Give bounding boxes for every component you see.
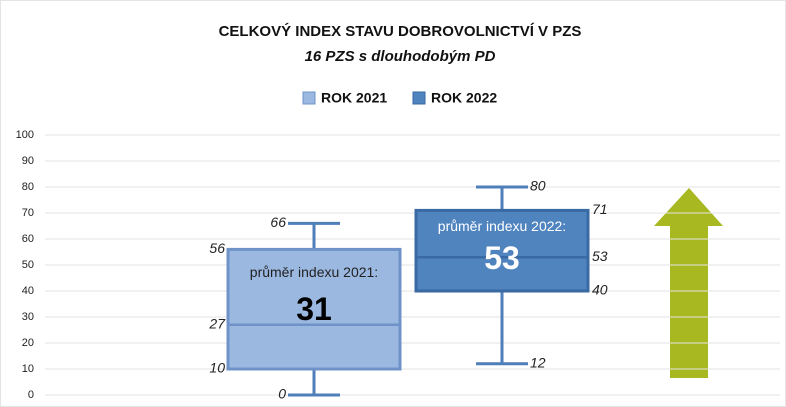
y-tick-label: 70 — [22, 207, 34, 219]
value-label: 12 — [530, 355, 546, 371]
box — [414, 208, 590, 293]
value-label: 10 — [209, 360, 225, 376]
y-tick-label: 10 — [22, 363, 34, 375]
value-label: 66 — [270, 214, 286, 230]
y-tick-label: 30 — [22, 311, 34, 323]
mean-label: 31 — [296, 291, 332, 327]
value-label: 0 — [278, 386, 286, 402]
box-annotation: průměr indexu 2021: — [250, 264, 378, 280]
box — [226, 247, 402, 371]
value-label: 27 — [208, 316, 226, 332]
legend-label: ROK 2022 — [431, 90, 497, 106]
arrow — [654, 188, 723, 378]
legend-label: ROK 2021 — [321, 90, 387, 106]
y-tick-label: 90 — [22, 155, 34, 167]
y-tick-label: 50 — [22, 259, 34, 271]
y-tick-label: 80 — [22, 181, 34, 193]
value-label: 56 — [209, 240, 225, 256]
y-tick-label: 100 — [16, 129, 34, 141]
legend-swatch — [302, 91, 316, 105]
y-tick-label: 0 — [28, 389, 34, 401]
y-tick-label: 60 — [22, 233, 34, 245]
chart-title: CELKOVÝ INDEX STAVU DOBROVOLNICTVÍ V PZS — [219, 22, 582, 40]
mean-label: 53 — [484, 240, 520, 276]
value-label: 40 — [592, 282, 608, 298]
box-annotation: průměr indexu 2022: — [438, 218, 566, 234]
value-label: 71 — [592, 201, 608, 217]
chart-subtitle: 16 PZS s dlouhodobým PD — [305, 48, 496, 65]
value-label: 53 — [592, 248, 608, 264]
value-label: 80 — [530, 178, 546, 194]
legend-swatch — [412, 91, 426, 105]
y-tick-label: 40 — [22, 285, 34, 297]
y-tick-label: 20 — [22, 337, 34, 349]
